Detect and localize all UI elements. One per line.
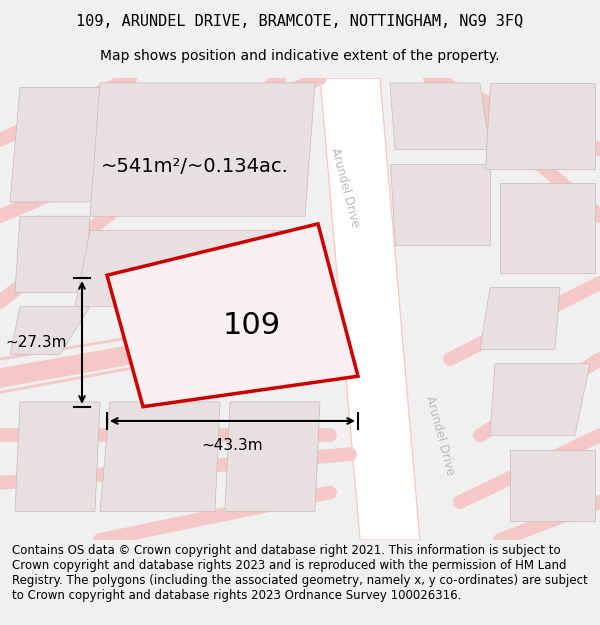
Polygon shape bbox=[390, 164, 490, 245]
Polygon shape bbox=[107, 224, 358, 407]
Text: ~541m²/~0.134ac.: ~541m²/~0.134ac. bbox=[101, 158, 289, 176]
Polygon shape bbox=[15, 216, 90, 292]
Text: ~43.3m: ~43.3m bbox=[202, 438, 263, 453]
Text: 109, ARUNDEL DRIVE, BRAMCOTE, NOTTINGHAM, NG9 3FQ: 109, ARUNDEL DRIVE, BRAMCOTE, NOTTINGHAM… bbox=[76, 14, 524, 29]
Polygon shape bbox=[75, 231, 310, 307]
Polygon shape bbox=[485, 83, 595, 169]
Polygon shape bbox=[10, 88, 110, 202]
Polygon shape bbox=[480, 288, 560, 349]
Text: Map shows position and indicative extent of the property.: Map shows position and indicative extent… bbox=[100, 49, 500, 63]
Polygon shape bbox=[490, 364, 590, 435]
Polygon shape bbox=[390, 83, 490, 149]
Polygon shape bbox=[500, 183, 595, 273]
Polygon shape bbox=[10, 307, 90, 354]
Text: Arundel Drive: Arundel Drive bbox=[423, 394, 457, 476]
Text: Arundel Drive: Arundel Drive bbox=[328, 146, 362, 229]
Polygon shape bbox=[510, 449, 595, 521]
Text: ~27.3m: ~27.3m bbox=[5, 335, 67, 350]
Polygon shape bbox=[90, 83, 315, 216]
Text: 109: 109 bbox=[223, 311, 281, 340]
Polygon shape bbox=[320, 78, 420, 540]
Polygon shape bbox=[15, 402, 100, 511]
Polygon shape bbox=[100, 402, 220, 511]
Text: Contains OS data © Crown copyright and database right 2021. This information is : Contains OS data © Crown copyright and d… bbox=[12, 544, 588, 602]
Polygon shape bbox=[225, 402, 320, 511]
